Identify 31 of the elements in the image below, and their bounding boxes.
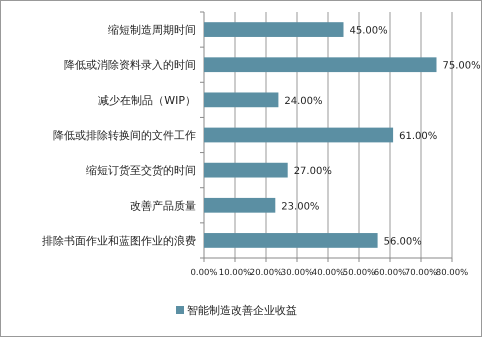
bar bbox=[204, 57, 436, 72]
x-tick-label: 0.00% bbox=[190, 268, 218, 278]
y-tick-label: 缩短制造周期时间 bbox=[108, 24, 196, 37]
x-tick-label: 10.00% bbox=[218, 268, 252, 278]
x-tick-label: 70.00% bbox=[404, 268, 438, 278]
legend-label: 智能制造改善企业收益 bbox=[187, 304, 297, 317]
data-label: 23.00% bbox=[281, 201, 320, 212]
data-label: 45.00% bbox=[350, 26, 388, 37]
data-label: 27.00% bbox=[294, 166, 332, 178]
data-label: 61.00% bbox=[399, 131, 438, 142]
x-tick-label: 40.00% bbox=[312, 268, 344, 278]
data-label: 56.00% bbox=[384, 236, 422, 248]
x-tick-label: 20.00% bbox=[250, 268, 282, 278]
y-tick-label: 排除书面作业和蓝图作业的浪费 bbox=[42, 234, 196, 248]
y-tick-label: 缩短订货至交货的时间 bbox=[86, 164, 196, 178]
bar bbox=[204, 92, 278, 108]
bar bbox=[204, 233, 378, 248]
data-label: 24.00% bbox=[284, 96, 323, 107]
bar bbox=[204, 22, 344, 37]
bar bbox=[204, 198, 276, 213]
x-tick-label: 30.00% bbox=[280, 268, 314, 278]
data-label: 75.00% bbox=[442, 60, 481, 72]
bar bbox=[204, 162, 288, 178]
y-tick-label: 减少在制品（WIP） bbox=[98, 94, 196, 107]
y-tick-label: 降低或排除转换间的文件工作 bbox=[53, 129, 196, 142]
x-tick-label: 50.00% bbox=[342, 268, 376, 278]
y-tick-label: 降低或消除资料录入的时间 bbox=[64, 58, 196, 72]
bar bbox=[204, 128, 394, 142]
y-tick-label: 改善产品质量 bbox=[130, 199, 196, 212]
x-tick-label: 80.00% bbox=[436, 268, 468, 278]
x-tick-label: 60.00% bbox=[374, 268, 406, 278]
